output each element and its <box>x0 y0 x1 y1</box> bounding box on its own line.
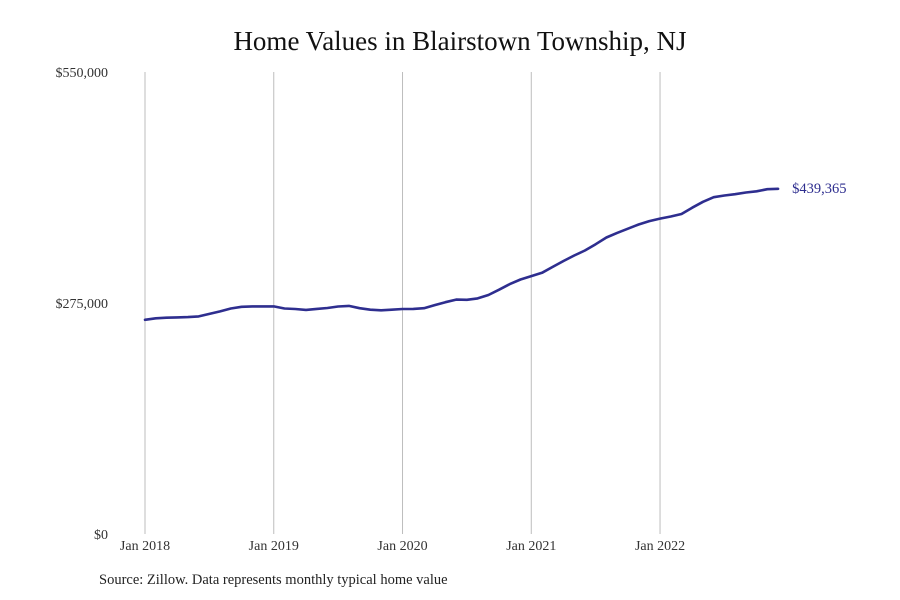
x-axis-ticks: Jan 2018 Jan 2019 Jan 2020 Jan 2021 Jan 2022 <box>120 539 685 554</box>
x-tick-label: Jan 2022 <box>635 539 685 554</box>
y-tick-label: $0 <box>94 528 108 543</box>
chart-title: Home Values in Blairstown Township, NJ <box>233 26 687 56</box>
x-tick-label: Jan 2018 <box>120 539 170 554</box>
y-tick-label: $275,000 <box>56 297 109 312</box>
end-value-label: $439,365 <box>792 181 846 197</box>
y-axis-ticks: $0 $275,000 $550,000 <box>56 66 109 543</box>
x-tick-label: Jan 2020 <box>377 539 427 554</box>
x-tick-label: Jan 2019 <box>249 539 299 554</box>
x-tick-label: Jan 2021 <box>506 539 556 554</box>
series-line <box>143 187 780 322</box>
series-group: $439,365 <box>143 181 846 322</box>
y-tick-label: $550,000 <box>56 66 109 81</box>
grid-lines <box>144 72 661 534</box>
source-note: Source: Zillow. Data represents monthly … <box>99 572 448 588</box>
